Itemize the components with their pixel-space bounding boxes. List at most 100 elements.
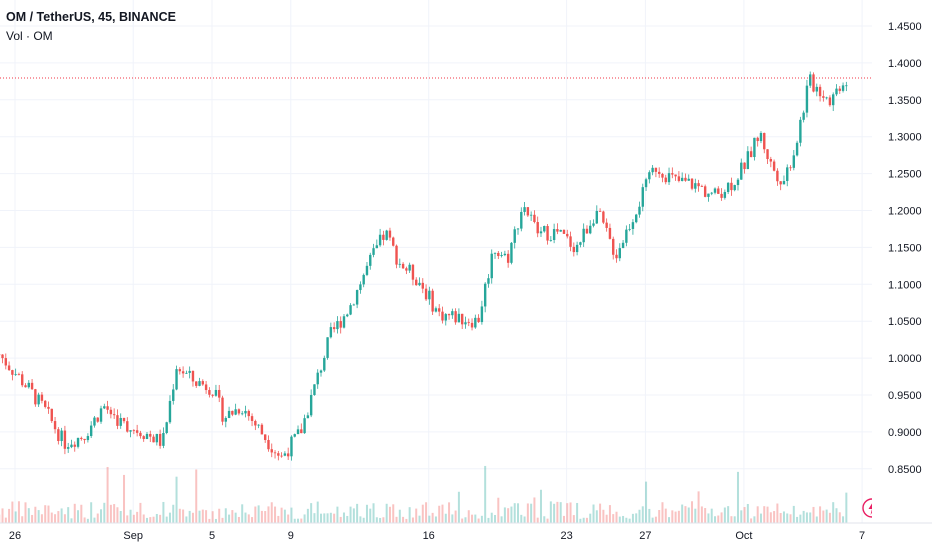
candle-body [359,284,361,290]
volume-bar [294,519,296,523]
volume-bar [622,516,624,523]
volume-bar [517,503,519,523]
candle-body [326,337,328,358]
volume-bar [297,519,299,523]
candle-body [546,226,548,241]
volume-bar [826,510,828,523]
volume-bar [133,515,135,523]
candle-body [126,421,128,431]
candle-body [323,358,325,371]
candle-body [382,235,384,240]
volume-bar [25,502,27,523]
candle-body [625,230,627,243]
candle-body [553,229,555,240]
candle-body [152,437,154,443]
volume-bar [711,509,713,523]
candle-body [330,327,332,337]
candle-body [566,234,568,236]
volume-indicator-label[interactable]: Vol · OM [6,29,53,43]
candle-body [248,411,250,416]
volume-bar [258,505,260,523]
volume-bar [537,518,539,523]
volume-bar [770,512,772,523]
candle-body [691,179,693,189]
candle-body [110,410,112,414]
volume-bar [829,513,831,523]
candle-body [783,181,785,184]
candle-body [228,411,230,418]
candle-body [582,229,584,242]
volume-bar [678,511,680,523]
candle-body [514,229,516,243]
candle-body [340,321,342,328]
volume-bar [753,516,755,523]
candle-body [215,390,217,396]
volume-bar [813,507,815,523]
symbol-title[interactable]: OM / TetherUS, 45, BINANCE [6,10,176,24]
volume-bar [560,502,562,523]
volume-bar [773,511,775,523]
volume-bar [162,502,164,523]
volume-bar [15,511,17,523]
candle-body [182,371,184,373]
candle-body [428,291,430,300]
price-tick-label: 1.1000 [888,279,922,291]
candle-body [356,290,358,305]
candle-body [559,230,561,232]
candle-body [5,358,7,365]
candle-body [162,433,164,446]
volume-bar [550,501,552,523]
price-tick-label: 0.8500 [888,464,922,476]
candle-body [720,194,722,198]
candle-body [205,384,207,390]
volume-bar [793,506,795,523]
volume-bar [189,511,191,523]
volume-bar [642,506,644,523]
candle-body [362,275,364,284]
candle-body [372,248,374,255]
candle-body [556,229,558,232]
candle-body [310,395,312,415]
volume-bar [543,516,545,523]
candle-body [809,74,811,85]
candle-body [172,389,174,400]
volume-bar [51,513,53,523]
volume-bar [799,515,801,523]
candle-body [353,305,355,306]
volume-bar [231,510,233,523]
candle-body [303,418,305,433]
volume-bar [323,513,325,523]
volume-bar [267,506,269,523]
candle-body [806,86,808,113]
volume-bar [182,510,184,523]
candle-body [179,369,181,371]
candle-body [336,321,338,329]
volume-bar [458,492,460,523]
volume-bar [832,502,834,523]
candle-body [198,381,200,386]
candle-body [103,406,105,408]
volume-bar [681,505,683,523]
candle-body [244,411,246,413]
candle-body [395,246,397,265]
volume-bar [359,516,361,523]
candle-body [87,436,89,440]
candle-body [579,242,581,245]
volume-bar [340,517,342,523]
volume-bar [143,514,145,523]
volume-bar [425,502,427,523]
volume-bar [313,513,315,523]
candle-body [750,151,752,157]
candle-body [208,390,210,395]
volume-bar [438,506,440,523]
volume-layer [0,466,847,523]
volume-bar [842,516,844,523]
volume-bar [632,514,634,523]
volume-bar [405,519,407,523]
volume-bar [527,503,529,523]
volume-bar [113,504,115,523]
volume-bar [461,519,463,523]
candle-body [500,255,502,256]
